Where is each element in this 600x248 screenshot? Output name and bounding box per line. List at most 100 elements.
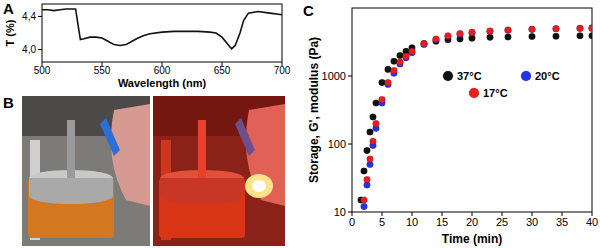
y-tick (38, 16, 42, 17)
data-point (445, 33, 452, 40)
plate-bottom (29, 188, 113, 204)
legend-label: 37°C (457, 70, 482, 82)
data-point (505, 27, 512, 34)
data-point (397, 52, 404, 59)
y-axis-label: T (%) (4, 19, 16, 46)
data-point (367, 129, 374, 136)
x-tick-label: 15 (436, 216, 448, 228)
tissue (111, 104, 150, 206)
data-point (553, 25, 560, 32)
data-point (403, 53, 410, 60)
data-point (469, 29, 476, 36)
data-point (505, 27, 512, 34)
data-point (553, 33, 560, 40)
data-point (421, 40, 428, 47)
chart-panel: 0510152025303540101001000Time (min)Stora… (303, 2, 598, 246)
data-point (445, 33, 452, 40)
data-point (397, 59, 404, 66)
y-axis-label: Storage, G', modulus (Pa) (307, 37, 321, 183)
x-tick-label: 20 (466, 216, 478, 228)
x-tick-label: 5 (379, 216, 385, 228)
data-point (364, 147, 371, 154)
x-tick-label: 550 (94, 65, 111, 76)
data-point (361, 168, 368, 175)
y-tick (348, 212, 352, 213)
data-point (553, 25, 560, 32)
legend: 37°C 20°C 17°C (443, 70, 560, 99)
x-tick-label: 25 (496, 216, 508, 228)
photo-background (22, 96, 150, 246)
plot-frame (42, 4, 282, 62)
x-tick-label: 40 (586, 216, 598, 228)
red-light (153, 96, 285, 246)
spindle (67, 120, 75, 178)
data-point (364, 176, 371, 183)
plot-frame (352, 8, 592, 212)
y-tick-label: 4,0 (22, 44, 36, 55)
x-tick-label: 500 (34, 65, 51, 76)
data-point (433, 36, 440, 43)
instrument-base (28, 178, 114, 238)
panel-label: B (3, 94, 14, 111)
data-point (589, 25, 592, 32)
data-point (487, 34, 494, 41)
panel-label: C (303, 2, 314, 19)
y-tick-label: 1000 (322, 70, 346, 82)
x-tick-label: 30 (526, 216, 538, 228)
x-tick-label: 35 (556, 216, 568, 228)
y-tick (348, 144, 352, 145)
light-glow (245, 174, 273, 198)
x-axis-label: Wavelength (nm) (118, 77, 207, 89)
data-point (379, 96, 386, 103)
data-point (379, 79, 386, 86)
clip-tool (100, 118, 120, 156)
data-point (487, 28, 494, 35)
data-point (433, 37, 440, 44)
data-point (373, 100, 380, 107)
y-tick-label: 4,4 (22, 11, 36, 22)
data-point (373, 120, 380, 127)
data-point (361, 197, 368, 204)
legend-marker (521, 71, 531, 81)
data-point (370, 138, 377, 145)
photo-background (153, 96, 285, 246)
data-group (358, 25, 592, 210)
photo (22, 96, 150, 246)
data-point (529, 33, 536, 40)
y-tick (348, 76, 352, 77)
data-point (457, 30, 464, 37)
x-tick-label: 600 (154, 65, 171, 76)
data-point (457, 31, 464, 38)
legend-label: 17°C (483, 87, 508, 99)
photo (153, 96, 285, 246)
data-point (529, 26, 536, 33)
data-point (391, 58, 398, 65)
data-point (421, 40, 428, 47)
data-point (391, 67, 398, 74)
data-point (385, 66, 392, 73)
chart-panel: 5005506006507004,04,4Wavelength (nm)T (%… (3, 0, 291, 89)
data-point (589, 33, 592, 40)
panel-label: A (3, 0, 14, 17)
data-point (577, 25, 584, 32)
data-line (42, 9, 282, 49)
photo-panel: B (3, 94, 285, 246)
data-point (577, 33, 584, 40)
data-point (577, 25, 584, 32)
x-tick-label: 10 (406, 216, 418, 228)
x-tick-label: 0 (349, 216, 355, 228)
data-point (361, 203, 368, 210)
data-point (469, 30, 476, 37)
data-point (529, 26, 536, 33)
data-group (42, 9, 282, 49)
data-point (385, 79, 392, 86)
x-tick-label: 650 (214, 65, 231, 76)
legend-label: 20°C (535, 70, 560, 82)
data-point (505, 34, 512, 41)
y-tick-label: 10 (334, 206, 346, 218)
figure: 5005506006507004,04,4Wavelength (nm)T (%… (0, 0, 600, 248)
light-core (252, 180, 266, 192)
data-point (487, 28, 494, 35)
legend-marker (443, 71, 453, 81)
data-point (409, 48, 416, 55)
